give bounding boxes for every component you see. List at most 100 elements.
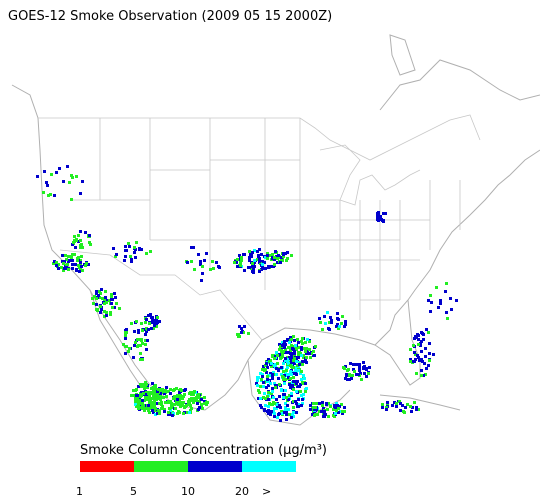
smoke-pixel — [353, 370, 356, 373]
smoke-pixel — [329, 316, 332, 319]
smoke-pixel — [105, 311, 108, 314]
smoke-pixel — [71, 176, 74, 179]
smoke-pixel — [99, 305, 102, 308]
smoke-pixel — [363, 372, 366, 375]
smoke-pixel — [319, 321, 322, 324]
smoke-pixel — [344, 320, 347, 323]
smoke-pixel — [348, 374, 351, 377]
smoke-pixel — [152, 327, 155, 330]
smoke-pixel — [128, 347, 131, 350]
smoke-pixel — [275, 352, 278, 355]
smoke-pixel — [205, 401, 208, 404]
smoke-pixel — [155, 325, 158, 328]
smoke-pixel — [115, 253, 118, 256]
smoke-pixel — [68, 259, 71, 262]
smoke-pixel — [192, 401, 195, 404]
smoke-pixel — [420, 340, 423, 343]
smoke-pixel — [260, 378, 263, 381]
smoke-pixel — [305, 352, 308, 355]
mexico-border — [59, 249, 263, 341]
smoke-pixel — [141, 329, 144, 332]
smoke-pixel — [346, 369, 349, 372]
smoke-pixel — [286, 257, 289, 260]
smoke-pixel — [423, 362, 426, 365]
smoke-pixel — [195, 396, 198, 399]
smoke-pixel — [449, 297, 452, 300]
smoke-pixel — [135, 320, 138, 323]
smoke-pixel — [278, 395, 281, 398]
smoke-pixel — [137, 402, 140, 405]
smoke-pixel — [343, 406, 346, 409]
smoke-pixel — [87, 263, 90, 266]
smoke-pixel — [145, 348, 148, 351]
smoke-pixel — [266, 366, 269, 369]
smoke-pixel — [149, 250, 152, 253]
smoke-pixel — [285, 413, 288, 416]
smoke-pixel — [308, 348, 311, 351]
smoke-pixel — [255, 382, 258, 385]
smoke-pixel — [278, 404, 281, 407]
smoke-pixel — [412, 344, 415, 347]
smoke-pixel — [167, 400, 170, 403]
smoke-pixel — [313, 411, 316, 414]
smoke-pixel — [77, 234, 80, 237]
smoke-pixel — [175, 396, 178, 399]
smoke-pixel — [161, 388, 164, 391]
smoke-pixel — [303, 377, 306, 380]
smoke-pixel — [413, 351, 416, 354]
smoke-pixel — [152, 394, 155, 397]
colorbar-segment — [134, 461, 188, 472]
smoke-pixel — [172, 412, 175, 415]
smoke-pixel — [199, 263, 202, 266]
smoke-pixel — [292, 388, 295, 391]
smoke-pixel — [133, 344, 136, 347]
smoke-pixel — [75, 269, 78, 272]
smoke-pixel — [193, 399, 196, 402]
smoke-pixel — [163, 410, 166, 413]
smoke-pixel — [57, 263, 60, 266]
smoke-pixel — [427, 299, 430, 302]
smoke-pixel — [100, 308, 103, 311]
smoke-pixel — [296, 385, 299, 388]
smoke-pixel — [289, 377, 292, 380]
smoke-pixel — [413, 360, 416, 363]
smoke-pixel — [329, 405, 332, 408]
smoke-pixel — [287, 346, 290, 349]
smoke-pixel — [297, 353, 300, 356]
smoke-pixel — [421, 332, 424, 335]
smoke-pixel — [144, 343, 147, 346]
smoke-pixel — [439, 299, 442, 302]
smoke-pixel — [338, 405, 341, 408]
smoke-pixel — [167, 390, 170, 393]
smoke-pixel — [270, 392, 273, 395]
smoke-pixel — [106, 299, 109, 302]
smoke-pixel — [262, 365, 265, 368]
smoke-pixel — [154, 386, 157, 389]
smoke-pixel — [272, 371, 275, 374]
smoke-pixel — [130, 322, 133, 325]
smoke-pixel — [270, 403, 273, 406]
smoke-pixel — [265, 371, 268, 374]
smoke-pixel — [336, 404, 339, 407]
smoke-pixel — [240, 259, 243, 262]
smoke-pixel — [314, 345, 317, 348]
colorbar: 1 5 10 20 > — [76, 461, 296, 498]
smoke-pixel — [151, 316, 154, 319]
smoke-pixel — [237, 333, 240, 336]
smoke-pixel — [52, 262, 55, 265]
canada-border — [38, 114, 481, 161]
smoke-pixel — [60, 266, 63, 269]
smoke-pixel — [365, 375, 368, 378]
smoke-pixel — [186, 261, 189, 264]
smoke-pixel — [300, 354, 303, 357]
smoke-pixel — [140, 391, 143, 394]
smoke-pixel — [301, 337, 304, 340]
smoke-pixel — [429, 294, 432, 297]
smoke-pixel — [295, 402, 298, 405]
smoke-pixel — [295, 360, 298, 363]
smoke-pixel — [185, 404, 188, 407]
smoke-pixel — [295, 390, 298, 393]
smoke-pixel — [88, 241, 91, 244]
smoke-pixel — [71, 263, 74, 266]
smoke-pixel — [193, 268, 196, 271]
